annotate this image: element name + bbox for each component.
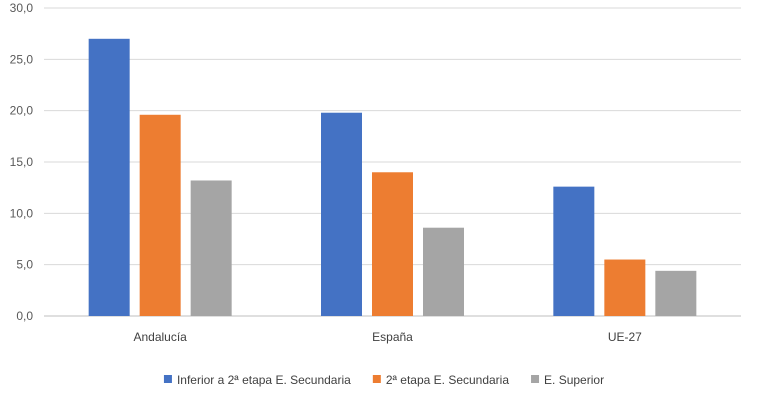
bar (553, 186, 595, 316)
legend-label: 2ª etapa E. Secundaria (386, 373, 510, 387)
y-axis-tick-labels: 0,0 5,0 10,0 15,0 20,0 25,0 30,0 (10, 1, 34, 323)
bar (604, 259, 646, 316)
x-category-label: UE-27 (608, 330, 642, 344)
bar (372, 172, 413, 316)
y-tick-label: 20,0 (10, 104, 34, 118)
bar (190, 180, 232, 316)
x-axis-category-labels: Andalucía España UE-27 (133, 330, 642, 344)
legend-swatch (372, 375, 381, 383)
y-tick-label: 5,0 (16, 258, 33, 272)
legend-swatch (163, 375, 172, 383)
bar (655, 270, 697, 316)
y-tick-label: 30,0 (10, 1, 34, 15)
x-category-label: España (372, 330, 413, 344)
legend-item: 2ª etapa E. Secundaria (372, 373, 510, 387)
legend-swatch (531, 375, 540, 383)
legend-item: E. Superior (531, 373, 604, 387)
y-tick-label: 25,0 (10, 52, 34, 66)
bar (423, 227, 464, 316)
y-tick-label: 10,0 (10, 206, 34, 220)
bar (321, 112, 362, 316)
legend-label: Inferior a 2ª etapa E. Secundaria (177, 373, 351, 387)
bars (88, 38, 697, 317)
x-category-label: Andalucía (133, 330, 187, 344)
bar (88, 38, 130, 317)
y-tick-label: 0,0 (16, 309, 33, 323)
legend-label: E. Superior (544, 373, 604, 387)
y-tick-label: 15,0 (10, 155, 34, 169)
bar (139, 114, 181, 316)
legend: Inferior a 2ª etapa E. Secundaria 2ª etap… (163, 373, 604, 387)
legend-item: Inferior a 2ª etapa E. Secundaria (163, 373, 351, 387)
